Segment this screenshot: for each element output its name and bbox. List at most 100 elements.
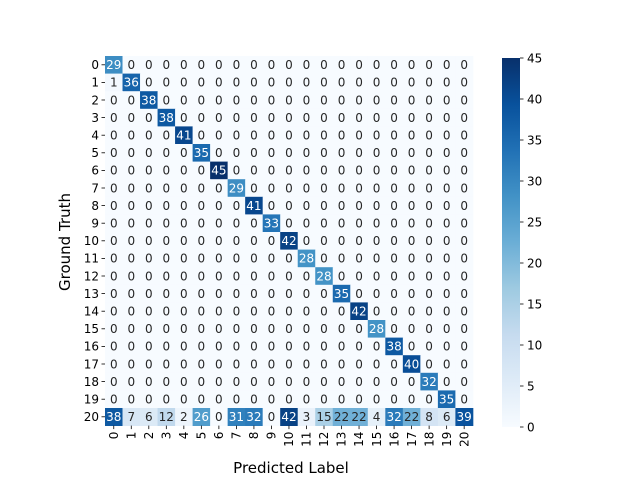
cell-value-label: 0 (233, 76, 241, 90)
heatmap-cell (455, 56, 474, 74)
cell-value-label: 0 (285, 305, 293, 319)
cell-value-label: 0 (425, 129, 433, 143)
cell-value-label: 0 (110, 305, 118, 319)
x-tick-label: 20 (457, 432, 471, 447)
cell-value-label: 0 (338, 393, 346, 407)
cell-value-label: 0 (460, 164, 468, 178)
heatmap-cell (455, 320, 474, 338)
heatmap-cell (262, 355, 281, 374)
heatmap-cell (157, 91, 176, 110)
x-tick-label: 9 (265, 432, 279, 440)
cell-value-label: 0 (127, 199, 135, 213)
cell-value-label: 0 (355, 164, 363, 178)
cell-value-label: 38 (141, 93, 156, 107)
heatmap-cell (175, 372, 193, 391)
heatmap-cell (245, 284, 264, 303)
cell-value-label: 0 (180, 340, 188, 354)
heatmap-cell (157, 284, 176, 303)
heatmap-cell (332, 179, 351, 198)
cell-value-label: 0 (162, 340, 170, 354)
heatmap-cell (192, 56, 211, 74)
heatmap-cell (455, 144, 474, 162)
cell-value-label: 0 (110, 322, 118, 336)
heatmap-cell (385, 91, 404, 110)
colorbar-ticks: 0 5 10 15 20 25 30 35 40 45 (520, 51, 542, 434)
cell-value-label: 0 (268, 129, 276, 143)
cell-value-label: 0 (162, 76, 170, 90)
y-tick-label: 20 (84, 410, 99, 424)
heatmap-cell (122, 214, 141, 233)
cell-value-label: 0 (355, 234, 363, 248)
x-tick-label: 8 (247, 432, 261, 440)
cell-value-label: 0 (320, 393, 328, 407)
cell-value-label: 0 (373, 269, 381, 283)
heatmap-cell (192, 232, 211, 250)
cell-value-label: 28 (316, 269, 331, 283)
cell-value-label: 0 (443, 357, 451, 371)
cell-value-label: 0 (198, 340, 206, 354)
heatmap-cell (175, 390, 193, 409)
cell-value-label: 0 (250, 76, 258, 90)
heatmap-cell (350, 249, 369, 268)
cell-value-label: 0 (373, 252, 381, 266)
cell-value-label: 0 (338, 340, 346, 354)
heatmap-cell (315, 302, 334, 321)
heatmap-cell (262, 232, 281, 250)
cell-value-label: 0 (268, 305, 276, 319)
cell-value-label: 0 (460, 111, 468, 125)
cell-value-label: 45 (211, 164, 226, 178)
cell-value-label: 7 (127, 410, 135, 424)
heatmap-cell (315, 372, 334, 391)
heatmap-cell (332, 337, 351, 356)
x-tick-label: 19 (440, 432, 454, 447)
heatmap-cell (227, 372, 246, 391)
cell-value-label: 0 (320, 111, 328, 125)
cell-value-label: 0 (268, 146, 276, 160)
cell-value-label: 0 (250, 393, 258, 407)
cell-value-label: 38 (386, 340, 401, 354)
cell-value-label: 0 (233, 146, 241, 160)
cell-value-label: 33 (264, 217, 279, 231)
heatmap-cell (402, 232, 421, 250)
heatmap-cell (332, 284, 351, 303)
heatmap-cell (455, 108, 474, 127)
x-tick-label: 10 (282, 432, 296, 447)
heatmap-cell (105, 390, 123, 409)
cell-value-label: 0 (373, 199, 381, 213)
heatmap-cell (280, 73, 299, 92)
cell-value-label: 0 (268, 340, 276, 354)
cell-value-label: 0 (425, 93, 433, 107)
heatmap-cell (437, 302, 456, 321)
heatmap-cell (420, 56, 439, 74)
heatmap-cell (140, 179, 158, 198)
cell-value-label: 0 (373, 234, 381, 248)
heatmap-cell (210, 108, 229, 127)
cell-value-label: 0 (460, 146, 468, 160)
cell-value-label: 0 (303, 76, 311, 90)
heatmap-cell (315, 355, 334, 374)
cell-value-label: 0 (425, 199, 433, 213)
heatmap-cell (297, 144, 316, 162)
heatmap-cell (367, 144, 386, 162)
heatmap-cell (350, 144, 369, 162)
heatmap-cell (280, 161, 299, 180)
heatmap-cell (297, 372, 316, 391)
heatmap-cell (367, 249, 386, 268)
heatmap-cell (332, 355, 351, 374)
cell-value-label: 0 (320, 181, 328, 195)
y-tick-label: 18 (84, 375, 99, 389)
cell-value-label: 0 (127, 269, 135, 283)
cell-value-label: 0 (250, 234, 258, 248)
cell-value-label: 0 (425, 305, 433, 319)
heatmap-cell (437, 108, 456, 127)
heatmap-cell (420, 179, 439, 198)
heatmap-cell (245, 179, 264, 198)
cell-value-label: 0 (425, 164, 433, 178)
cell-value-label: 0 (320, 93, 328, 107)
heatmap-cell (297, 73, 316, 92)
cell-value-label: 0 (180, 76, 188, 90)
cell-value-label: 41 (176, 129, 191, 143)
cell-value-label: 22 (404, 410, 419, 424)
cell-value-label: 0 (390, 129, 398, 143)
